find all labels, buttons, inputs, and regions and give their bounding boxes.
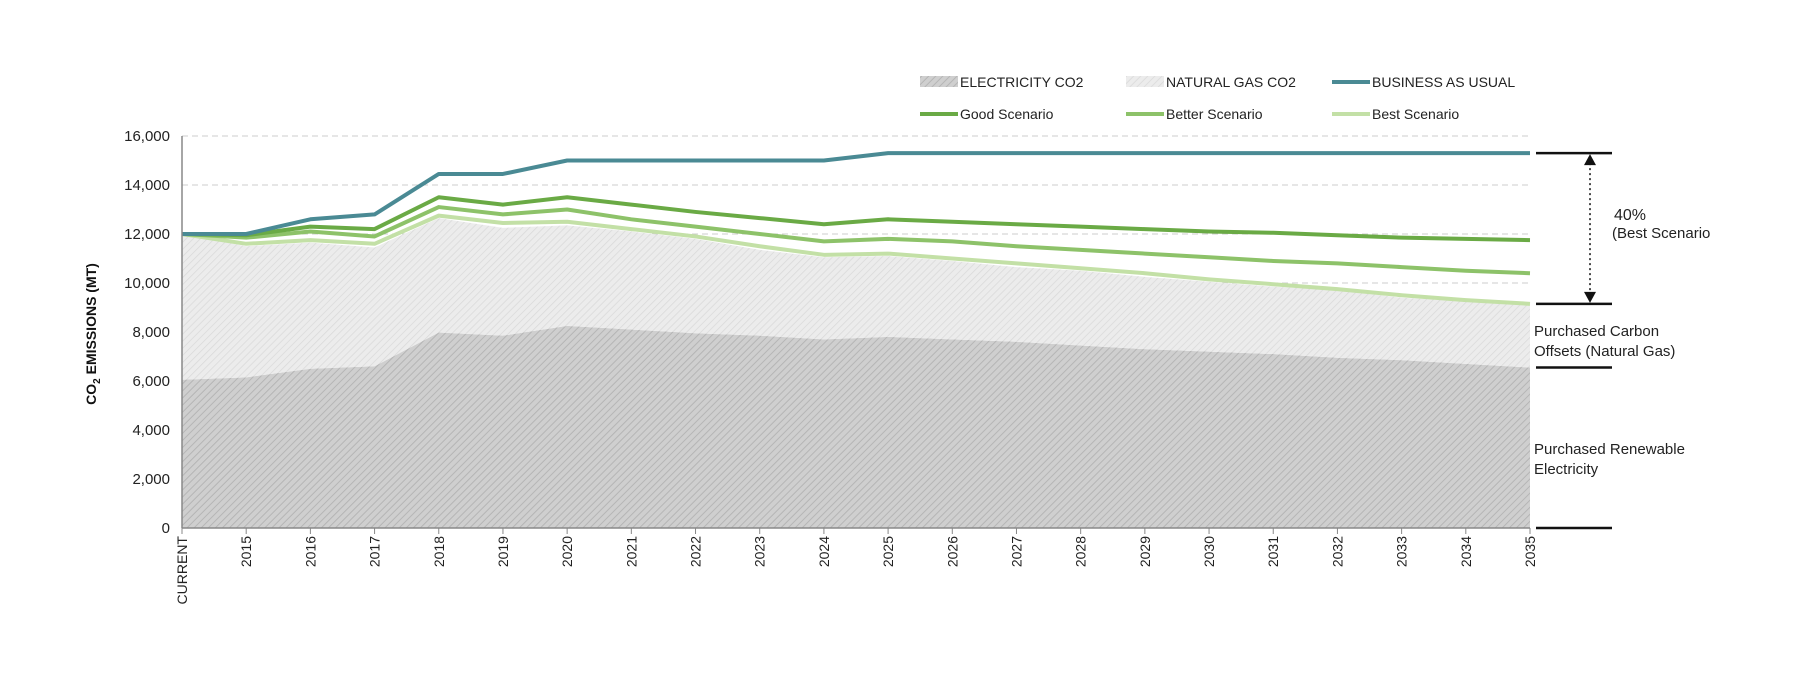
x-tick-labels: CURRENT 2015 2016 2017 2018 2019 2020 2021 2022 2… <box>174 536 1538 605</box>
x-tick-label-16: 2030 <box>1201 536 1217 567</box>
x-tick-label-12: 2026 <box>944 536 960 567</box>
legend-label-1: NATURAL GAS CO2 <box>1166 74 1296 90</box>
x-tick-label-8: 2022 <box>688 536 704 567</box>
x-tick-label-10: 2024 <box>816 536 832 567</box>
legend: ELECTRICITY CO2 NATURAL GAS CO2 BUSINESS A… <box>920 74 1515 122</box>
gas-offset-label-line1: Purchased Carbon <box>1534 323 1659 340</box>
y-tick-label-2: 4,000 <box>132 422 170 439</box>
legend-swatch-0 <box>920 76 958 87</box>
y-tick-label-0: 0 <box>162 520 170 537</box>
axes <box>181 136 1531 534</box>
area-electricity-co2 <box>182 325 1530 528</box>
x-tick-label-1: 2015 <box>238 536 254 567</box>
y-tick-label-7: 14,000 <box>124 177 170 194</box>
annotations: 40%(Best Scenario Purchased Carbon Offsets… <box>1534 151 1710 530</box>
reduction-percent: 40% <box>1614 207 1646 224</box>
series-line-2 <box>181 205 1531 276</box>
x-tick-label-21: 2035 <box>1522 536 1538 567</box>
y-tick-label-5: 10,000 <box>124 275 170 292</box>
series-line-0 <box>182 151 1530 236</box>
legend-label-3: Good Scenario <box>960 106 1054 122</box>
area-natural-gas-co2 <box>182 218 1530 380</box>
y-tick-label-4: 8,000 <box>132 324 170 341</box>
x-tick-label-7: 2021 <box>623 536 639 567</box>
y-tick-label-6: 12,000 <box>124 226 170 243</box>
renewable-label-line2: Electricity <box>1534 461 1599 478</box>
y-axis-label: CO2 EMISSIONS (MT) <box>83 263 103 405</box>
y-tick-labels: 0 2,000 4,000 6,000 8,000 10,000 12,000 14,000 1… <box>124 128 170 537</box>
legend-label-4: Better Scenario <box>1166 106 1263 122</box>
series-line-3 <box>181 213 1531 306</box>
x-tick-label-19: 2033 <box>1394 536 1410 567</box>
series-line-1 <box>181 195 1531 243</box>
legend-label-0: ELECTRICITY CO2 <box>960 74 1084 90</box>
x-tick-label-15: 2029 <box>1137 536 1153 567</box>
legend-swatch-1 <box>1126 76 1164 87</box>
x-tick-label-17: 2031 <box>1265 536 1281 567</box>
x-tick-label-13: 2027 <box>1008 536 1024 567</box>
renewable-label-line1: Purchased Renewable <box>1534 441 1685 458</box>
x-tick-label-18: 2032 <box>1329 536 1345 567</box>
x-tick-label-9: 2023 <box>752 536 768 567</box>
legend-label-5: Best Scenario <box>1372 106 1459 122</box>
y-tick-label-3: 6,000 <box>132 373 170 390</box>
legend-label-2: BUSINESS AS USUAL <box>1372 74 1515 90</box>
x-tick-label-20: 2034 <box>1458 536 1474 567</box>
x-tick-label-14: 2028 <box>1073 536 1089 567</box>
reduction-note: (Best Scenario <box>1612 225 1710 242</box>
gas-offset-label-line2: Offsets (Natural Gas) <box>1534 343 1675 360</box>
reduction-arrow-head-down <box>1584 291 1596 303</box>
x-tick-label-2: 2016 <box>302 536 318 567</box>
x-tick-label-3: 2017 <box>367 536 383 567</box>
y-tick-label-8: 16,000 <box>124 128 170 145</box>
x-tick-label-5: 2019 <box>495 536 511 567</box>
x-tick-label-6: 2020 <box>559 536 575 567</box>
reduction-arrow-head-up <box>1584 154 1596 166</box>
x-tick-label-0: CURRENT <box>174 536 190 605</box>
y-tick-label-1: 2,000 <box>132 471 170 488</box>
line-layer <box>181 151 1531 306</box>
area-layer <box>182 218 1530 528</box>
x-tick-label-4: 2018 <box>431 536 447 567</box>
x-tick-label-11: 2025 <box>880 536 896 567</box>
